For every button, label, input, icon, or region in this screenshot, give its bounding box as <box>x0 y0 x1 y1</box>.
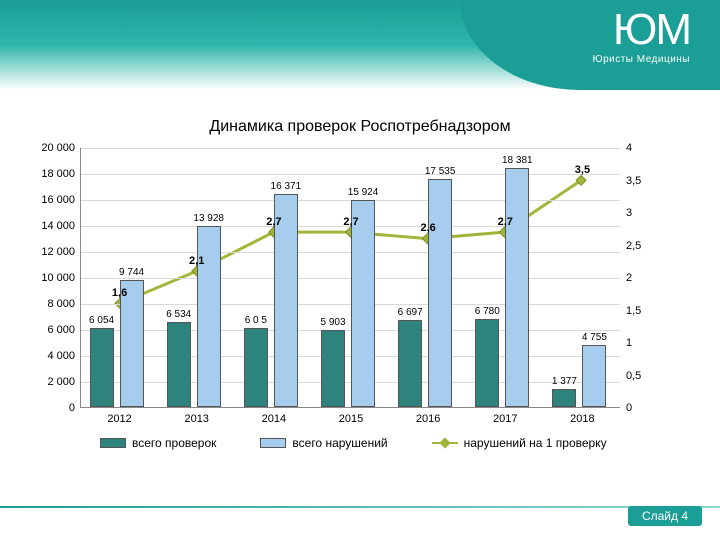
y-left-tick-label: 6 000 <box>31 324 75 336</box>
category-group: 6 0 516 3712014 <box>244 147 304 407</box>
y-right-tick-label: 4 <box>626 142 654 154</box>
bar-checks-label: 1 377 <box>544 376 584 387</box>
line-value-label: 2,6 <box>420 222 435 234</box>
bar-violations <box>505 168 529 407</box>
logo-text: ЮМ <box>592 8 690 52</box>
y-right-tick-label: 3 <box>626 207 654 219</box>
line-value-label: 2,7 <box>343 216 358 228</box>
bar-violations-label: 9 744 <box>112 267 152 278</box>
y-right-tick-label: 0 <box>626 402 654 414</box>
bar-checks-label: 6 780 <box>467 306 507 317</box>
category-group: 6 69717 5352016 <box>398 147 458 407</box>
bar-checks <box>321 330 345 407</box>
bar-checks <box>398 320 422 407</box>
legend-swatch-bar2 <box>260 438 286 448</box>
y-left-tick-label: 4 000 <box>31 350 75 362</box>
bar-checks-label: 5 903 <box>313 317 353 328</box>
chart-title: Динамика проверок Роспотребнадзором <box>0 118 720 136</box>
line-value-label: 2,7 <box>266 216 281 228</box>
bar-checks-label: 6 0 5 <box>236 315 276 326</box>
category-group: 5 90315 9242015 <box>321 147 381 407</box>
bar-violations <box>351 200 375 407</box>
footer-ribbon <box>0 506 720 508</box>
chart-plot-area: 02 0004 0006 0008 00010 00012 00014 0001… <box>80 148 620 408</box>
bar-violations <box>120 280 144 407</box>
bar-violations <box>582 345 606 407</box>
x-category-label: 2018 <box>552 413 612 425</box>
y-left-tick-label: 0 <box>31 402 75 414</box>
y-right-tick-label: 2,5 <box>626 240 654 252</box>
bar-checks <box>244 328 268 407</box>
y-left-tick-label: 10 000 <box>31 272 75 284</box>
x-category-label: 2016 <box>398 413 458 425</box>
bar-checks-label: 6 697 <box>390 307 430 318</box>
line-value-label: 2,1 <box>189 255 204 267</box>
legend: всего проверок всего нарушений нарушений… <box>100 436 660 450</box>
bar-violations-label: 17 535 <box>420 166 460 177</box>
y-left-tick-label: 14 000 <box>31 220 75 232</box>
x-category-label: 2014 <box>244 413 304 425</box>
category-group: 1 3774 7552018 <box>552 147 612 407</box>
legend-item-line: нарушений на 1 проверку <box>432 436 607 450</box>
y-right-tick-label: 2 <box>626 272 654 284</box>
bar-violations-label: 18 381 <box>497 155 537 166</box>
x-category-label: 2015 <box>321 413 381 425</box>
x-category-label: 2013 <box>167 413 227 425</box>
logo-subtitle: Юристы Медицины <box>592 54 690 65</box>
y-right-tick-label: 3,5 <box>626 175 654 187</box>
bar-violations-label: 13 928 <box>189 213 229 224</box>
y-left-tick-label: 20 000 <box>31 142 75 154</box>
bar-violations-label: 15 924 <box>343 187 383 198</box>
bar-violations <box>428 179 452 407</box>
y-left-tick-label: 18 000 <box>31 168 75 180</box>
bar-violations-label: 16 371 <box>266 181 306 192</box>
y-right-tick-label: 0,5 <box>626 370 654 382</box>
bar-checks <box>90 328 114 407</box>
line-value-label: 1,6 <box>112 287 127 299</box>
y-right-tick-label: 1,5 <box>626 305 654 317</box>
x-category-label: 2017 <box>475 413 535 425</box>
legend-item-bar1: всего проверок <box>100 436 216 450</box>
y-left-tick-label: 12 000 <box>31 246 75 258</box>
bar-checks-label: 6 054 <box>82 315 122 326</box>
legend-label-bar1: всего проверок <box>132 436 216 450</box>
legend-label-bar2: всего нарушений <box>292 436 387 450</box>
x-category-label: 2012 <box>90 413 150 425</box>
bar-checks <box>475 319 499 407</box>
slide-number-badge: Слайд 4 <box>628 506 702 526</box>
y-left-tick-label: 8 000 <box>31 298 75 310</box>
category-group: 6 78018 3812017 <box>475 147 535 407</box>
legend-swatch-line <box>432 442 458 444</box>
category-group: 6 53413 9282013 <box>167 147 227 407</box>
line-value-label: 3,5 <box>575 164 590 176</box>
y-left-tick-label: 16 000 <box>31 194 75 206</box>
y-left-tick-label: 2 000 <box>31 376 75 388</box>
y-right-tick-label: 1 <box>626 337 654 349</box>
bar-checks <box>167 322 191 407</box>
logo: ЮМ Юристы Медицины <box>592 8 690 65</box>
line-value-label: 2,7 <box>498 216 513 228</box>
bar-violations <box>197 226 221 407</box>
bar-checks-label: 6 534 <box>159 309 199 320</box>
bar-checks <box>552 389 576 407</box>
bar-violations-label: 4 755 <box>574 332 614 343</box>
legend-item-bar2: всего нарушений <box>260 436 387 450</box>
legend-label-line: нарушений на 1 проверку <box>464 436 607 450</box>
category-group: 6 0549 7442012 <box>90 147 150 407</box>
legend-swatch-bar1 <box>100 438 126 448</box>
